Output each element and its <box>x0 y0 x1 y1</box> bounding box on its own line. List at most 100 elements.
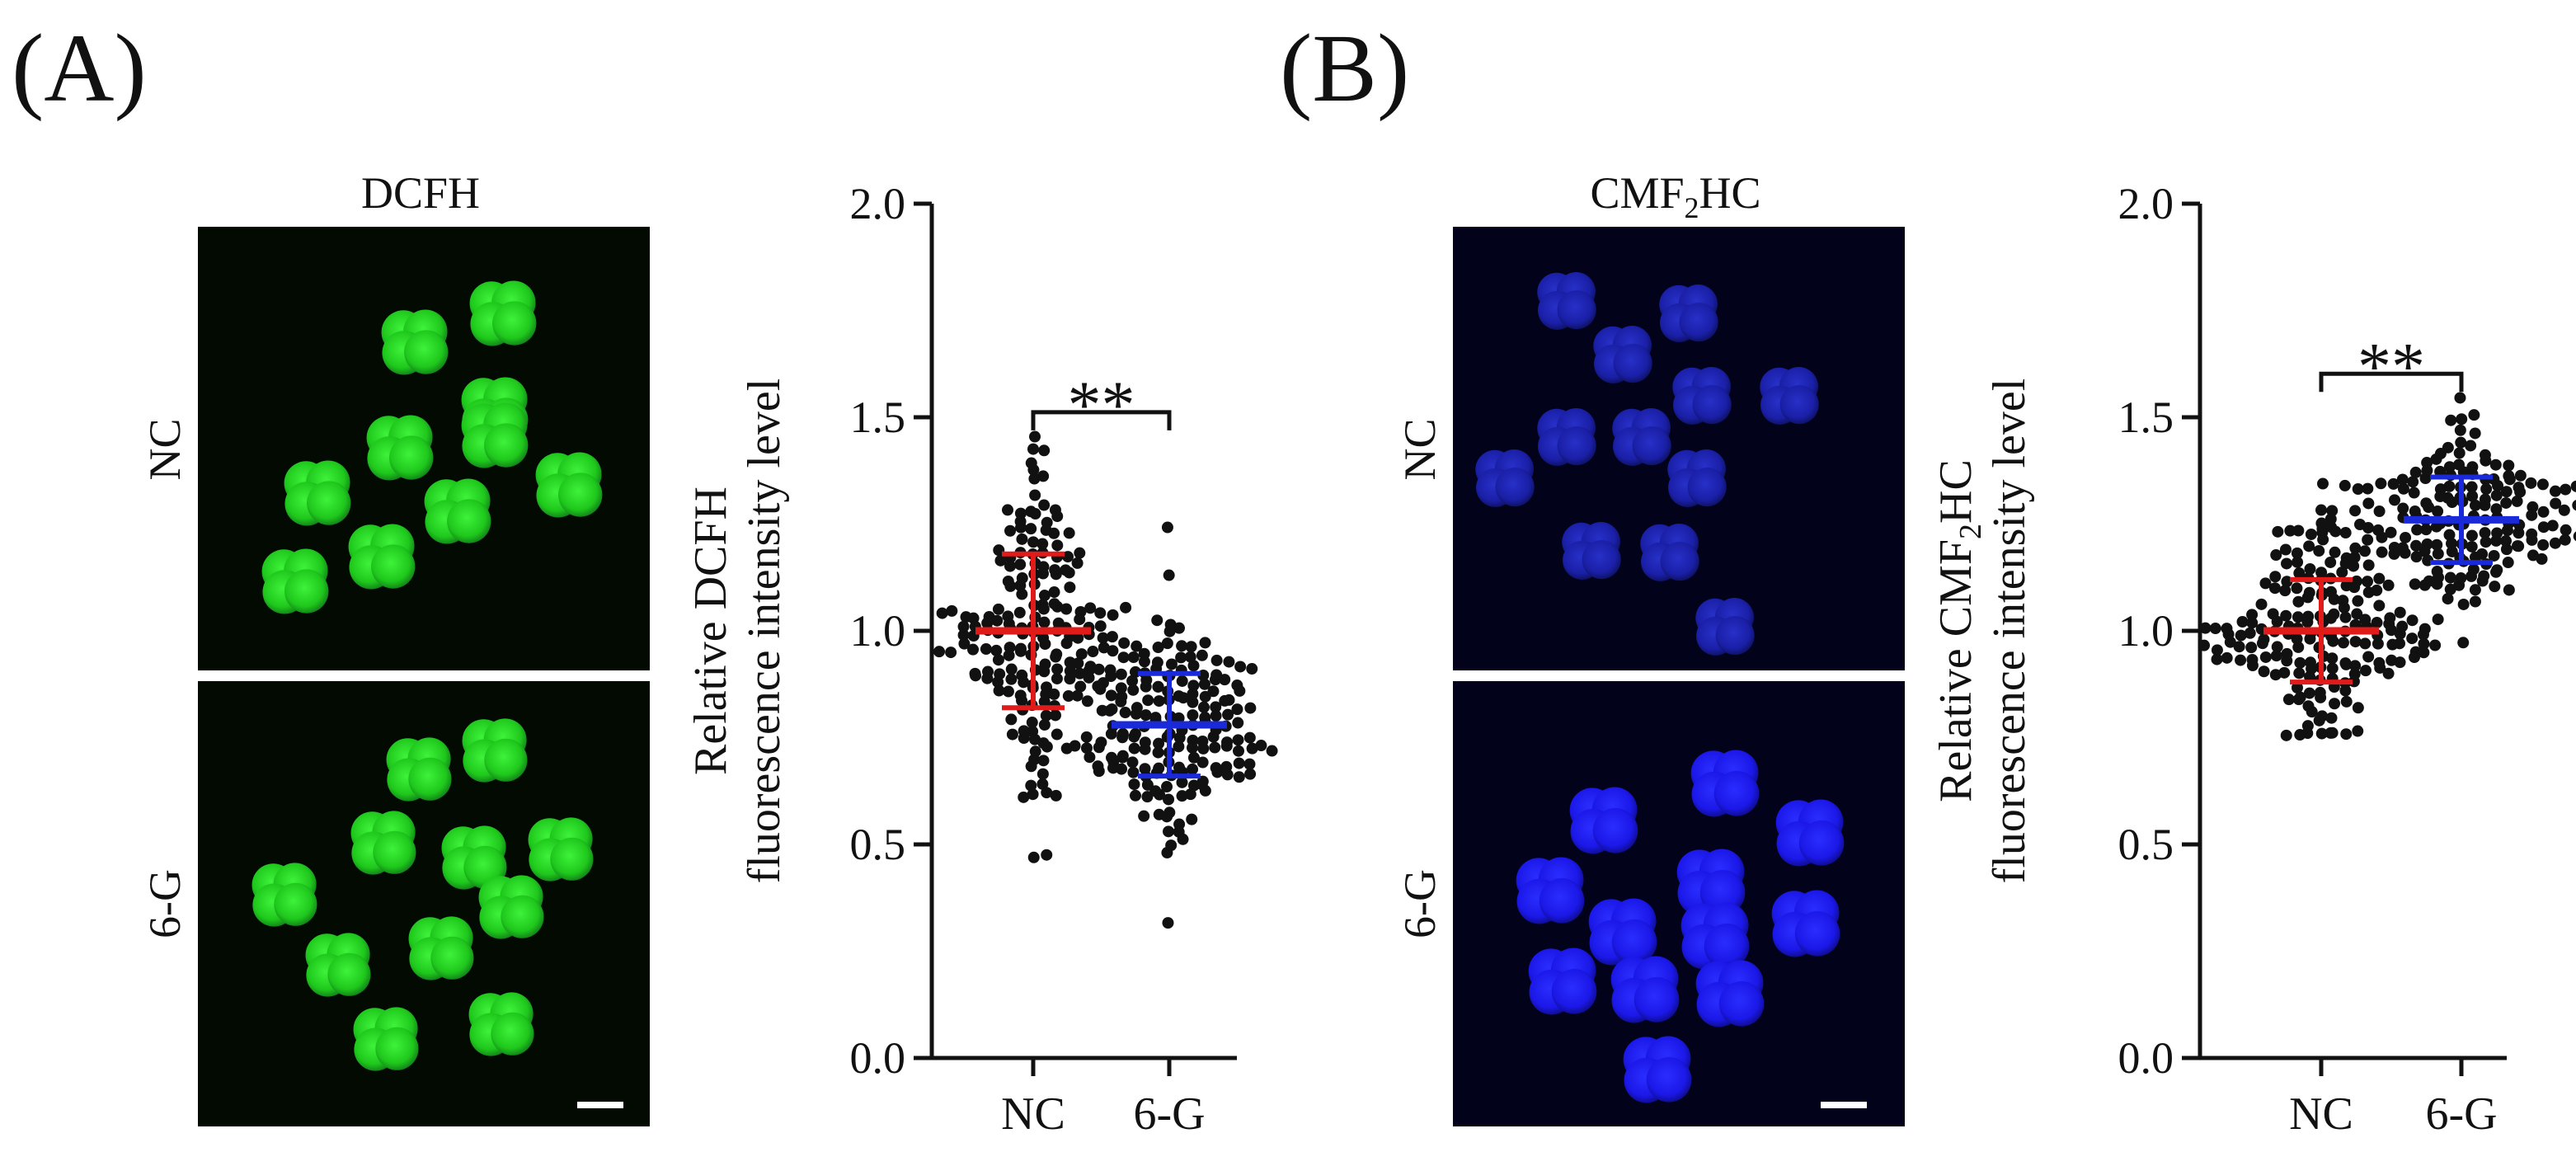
data-point <box>2292 524 2305 537</box>
embryo-cell <box>350 811 416 875</box>
embryo-cell <box>1640 524 1699 581</box>
data-point <box>1173 761 1186 773</box>
data-point <box>1015 521 1027 534</box>
data-point <box>2291 632 2303 645</box>
data-point <box>1233 757 1245 769</box>
data-point <box>2466 529 2478 542</box>
data-point <box>2315 727 2328 740</box>
data-point <box>1038 616 1051 628</box>
data-point <box>2326 505 2339 517</box>
data-point <box>2550 497 2562 510</box>
embryo-cell <box>1569 787 1638 854</box>
embryo-cell <box>468 992 534 1056</box>
data-point <box>1107 645 1119 657</box>
error-bar <box>1112 670 1227 779</box>
data-point <box>2259 651 2272 663</box>
data-point <box>2352 595 2364 607</box>
x-axis: NC 6-G <box>932 1056 1237 1140</box>
data-point <box>1165 839 1178 852</box>
data-point <box>2408 651 2420 664</box>
data-point <box>1163 806 1176 819</box>
data-point <box>2272 525 2284 538</box>
data-point <box>1173 741 1185 753</box>
significance-bracket: ** <box>2319 328 2464 403</box>
embryo-cell <box>1623 1036 1692 1103</box>
data-point <box>2315 567 2328 579</box>
data-point <box>2339 611 2352 623</box>
data-point <box>2348 551 2361 563</box>
data-point <box>1094 620 1107 632</box>
data-point <box>2349 636 2362 648</box>
data-point <box>2375 477 2387 490</box>
data-point <box>2488 549 2500 562</box>
data-point <box>1177 692 1189 704</box>
data-point <box>2258 633 2270 646</box>
data-point <box>2500 486 2513 498</box>
data-point <box>1141 791 1154 803</box>
embryo-cell <box>1593 326 1652 383</box>
data-point <box>1014 558 1027 571</box>
data-point <box>1184 788 1196 801</box>
data-point <box>1223 694 1235 706</box>
data-point <box>2325 556 2337 568</box>
y-tick-label: 2.0 <box>850 179 906 228</box>
data-point <box>1096 704 1108 717</box>
data-point <box>2466 461 2479 473</box>
data-point <box>1128 778 1140 791</box>
data-point <box>1037 561 1050 573</box>
data-point <box>1060 564 1072 576</box>
data-point <box>958 637 971 650</box>
data-point <box>1039 658 1051 670</box>
data-point <box>2549 537 2561 549</box>
data-point <box>1186 741 1198 754</box>
data-point <box>2245 642 2258 654</box>
data-point <box>1072 657 1084 670</box>
data-point <box>1040 688 1052 700</box>
data-point <box>2348 560 2360 572</box>
data-point <box>969 667 981 679</box>
data-point <box>2418 637 2430 650</box>
embryo-cell <box>1528 947 1597 1015</box>
data-point <box>2491 564 2503 576</box>
data-point <box>1051 663 1064 675</box>
data-point <box>1187 679 1200 692</box>
error-bar <box>2404 474 2519 566</box>
data-point <box>2255 598 2268 610</box>
data-point <box>1092 680 1104 693</box>
data-point <box>2434 465 2447 477</box>
data-point <box>2490 534 2503 547</box>
data-point <box>1233 745 1245 757</box>
data-point <box>2359 545 2372 557</box>
data-point <box>2221 651 2233 664</box>
data-point <box>1107 762 1119 774</box>
data-point <box>2537 538 2550 551</box>
embryo-cell <box>284 460 351 526</box>
data-point <box>1071 557 1084 569</box>
data-point <box>1014 580 1027 592</box>
data-point <box>2537 505 2550 518</box>
data-point <box>2400 531 2412 543</box>
data-point <box>2349 542 2362 554</box>
data-point <box>2457 598 2470 610</box>
data-point <box>2339 527 2352 539</box>
data-point <box>2456 413 2468 426</box>
data-point <box>1116 751 1129 764</box>
data-point <box>1005 663 1018 675</box>
data-point <box>2278 666 2291 679</box>
data-point <box>2503 459 2515 472</box>
panel-b: (B) CMF2HC NC 6-G Relative CMF2HC fluore… <box>1280 14 2576 1140</box>
data-point <box>1232 734 1244 746</box>
data-point <box>1016 588 1028 600</box>
dot-series <box>933 430 1132 863</box>
embryo-cell <box>461 402 529 468</box>
data-point <box>1016 533 1028 545</box>
data-point <box>2429 639 2442 651</box>
embryo-cell <box>462 718 528 783</box>
data-point <box>2411 524 2423 536</box>
data-point <box>1004 580 1017 592</box>
row-label-nc: NC <box>1395 418 1445 480</box>
data-point <box>2302 610 2315 623</box>
data-point <box>2394 606 2406 618</box>
panel-letter-a: (A) <box>12 14 147 122</box>
data-point <box>1199 637 1211 649</box>
